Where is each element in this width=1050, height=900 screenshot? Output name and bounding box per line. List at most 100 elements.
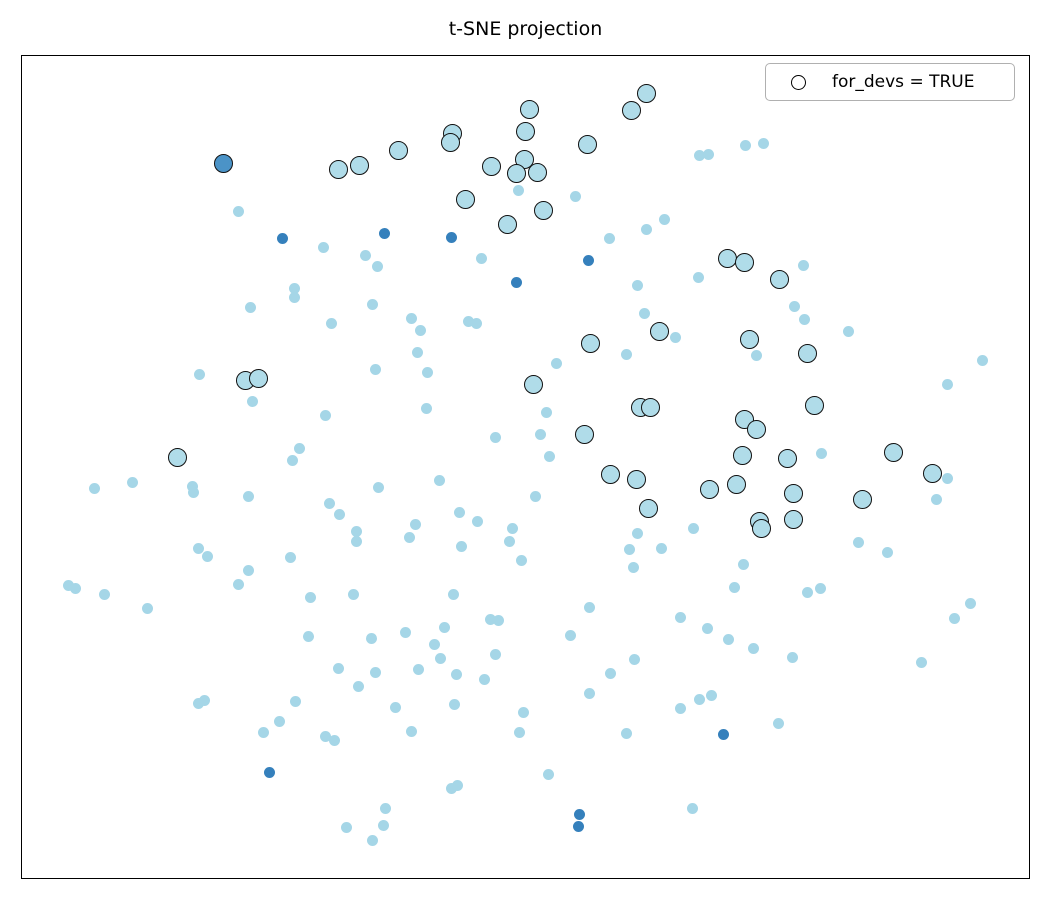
scatter-point (687, 522, 699, 534)
scatter-point (62, 579, 74, 591)
scatter-point (540, 406, 552, 418)
scatter-point (403, 531, 415, 543)
scatter-point (797, 343, 817, 363)
scatter-point (686, 802, 698, 814)
scatter-point (883, 442, 903, 462)
scatter-point (638, 498, 658, 518)
scatter-point (783, 509, 803, 529)
scatter-point (484, 613, 496, 625)
scatter-point (445, 231, 457, 243)
scatter-point (369, 666, 381, 678)
scatter-point (732, 445, 752, 465)
scatter-point (349, 155, 369, 175)
open-circle-icon (791, 74, 806, 90)
scatter-point (640, 223, 652, 235)
scatter-point (492, 614, 504, 626)
scatter-point (852, 489, 872, 509)
scatter-point (126, 476, 138, 488)
scatter-point (620, 727, 632, 739)
scatter-point (198, 694, 210, 706)
scatter-point (603, 232, 615, 244)
scatter-point (529, 490, 541, 502)
scatter-point (783, 483, 803, 503)
scatter-point (722, 633, 734, 645)
scatter-point (88, 482, 100, 494)
scatter-point (621, 100, 641, 120)
scatter-point (420, 402, 432, 414)
scatter-point (366, 834, 378, 846)
scatter-point (515, 554, 527, 566)
scatter-point (527, 162, 547, 182)
scatter-point (434, 652, 446, 664)
scatter-point (701, 622, 713, 634)
scatter-point (620, 348, 632, 360)
scatter-point (658, 213, 670, 225)
scatter-point (852, 536, 864, 548)
scatter-point (649, 321, 669, 341)
scatter-point (922, 463, 942, 483)
scatter-point (669, 331, 681, 343)
scatter-point (798, 313, 810, 325)
scatter-point (964, 597, 976, 609)
scatter-point (276, 232, 288, 244)
scatter-point (447, 588, 459, 600)
scatter-point (201, 550, 213, 562)
scatter-point (192, 542, 204, 554)
scatter-point (569, 190, 581, 202)
scatter-point (340, 821, 352, 833)
scatter-point (352, 680, 364, 692)
scatter-point (801, 586, 813, 598)
scatter-point (948, 612, 960, 624)
scatter-point (542, 768, 554, 780)
scatter-point (213, 153, 233, 173)
scatter-point (728, 581, 740, 593)
legend: for_devs = TRUE (765, 63, 1015, 101)
scatter-point (232, 205, 244, 217)
scatter-point (328, 159, 348, 179)
scatter-point (746, 419, 766, 439)
scatter-point (365, 632, 377, 644)
scatter-point (389, 701, 401, 713)
scatter-point (717, 728, 729, 740)
scatter-point (438, 621, 450, 633)
scatter-point (604, 667, 616, 679)
scatter-point (777, 448, 797, 468)
scatter-point (702, 148, 714, 160)
scatter-point (481, 156, 501, 176)
scatter-point (332, 662, 344, 674)
scatter-point (543, 450, 555, 462)
scatter-point (786, 651, 798, 663)
scatter-point (734, 252, 754, 272)
scatter-point (284, 551, 296, 563)
scatter-point (409, 518, 421, 530)
scatter-point (372, 481, 384, 493)
scatter-point (273, 715, 285, 727)
scatter-point (246, 395, 258, 407)
scatter-point (757, 137, 769, 149)
scatter-point (304, 591, 316, 603)
scatter-point (350, 535, 362, 547)
scatter-point (428, 638, 440, 650)
scatter-point (976, 354, 988, 366)
scatter-point (636, 83, 656, 103)
scatter-point (804, 395, 824, 415)
scatter-point (242, 564, 254, 576)
scatter-point (717, 248, 737, 268)
scatter-point (369, 363, 381, 375)
scatter-point (232, 578, 244, 590)
scatter-point (513, 726, 525, 738)
scatter-point (580, 333, 600, 353)
scatter-point (941, 472, 953, 484)
scatter-point (193, 368, 205, 380)
scatter-point (378, 227, 390, 239)
scatter-point (263, 766, 275, 778)
scatter-point (623, 543, 635, 555)
scatter-point (503, 535, 515, 547)
scatter-point (319, 730, 331, 742)
scatter-point (388, 140, 408, 160)
scatter-point (371, 260, 383, 272)
scatter-point (772, 717, 784, 729)
scatter-point (941, 378, 953, 390)
scatter-point (288, 291, 300, 303)
scatter-point (788, 300, 800, 312)
